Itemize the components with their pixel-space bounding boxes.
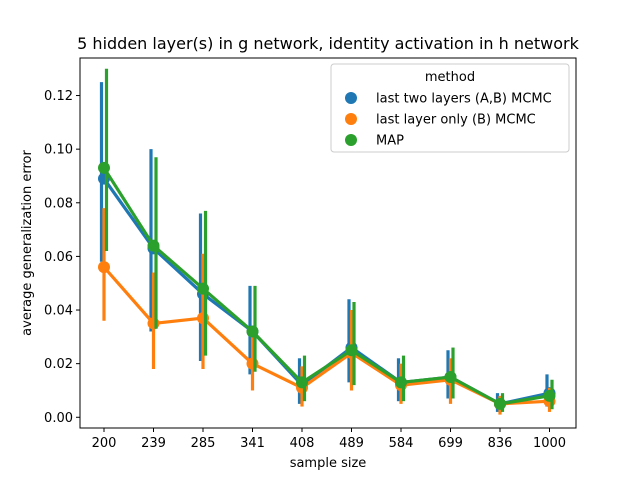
data-point [395, 376, 407, 389]
plot-area [98, 68, 556, 415]
x-axis-label: sample size [290, 456, 367, 471]
legend-label: last two layers (A,B) MCMC [376, 92, 552, 107]
series-line [102, 166, 552, 406]
plot-frame [79, 57, 577, 429]
y-tick-label: 0.02 [44, 357, 73, 372]
data-point [345, 344, 358, 357]
data-point [543, 389, 556, 402]
legend-marker [345, 113, 357, 125]
chart-title: 5 hidden layer(s) in g network, identity… [77, 34, 579, 53]
data-point [246, 357, 259, 370]
x-tick-label: 239 [141, 436, 166, 451]
x-tick-label: 584 [389, 436, 414, 451]
y-tick-label: 0.10 [44, 143, 73, 158]
legend-title: method [425, 70, 475, 85]
data-point [197, 312, 209, 325]
x-tick-label: 200 [92, 436, 117, 451]
data-point [197, 282, 209, 295]
data-point [296, 376, 308, 389]
x-tick-label: 341 [240, 436, 265, 451]
legend-box [330, 63, 570, 153]
y-axis: 0.00 0.02 0.04 0.06 0.08 0.10 0.12 [44, 89, 80, 426]
data-point [147, 239, 160, 252]
y-tick-label: 0.12 [44, 89, 73, 104]
y-tick-label: 0.06 [44, 250, 73, 265]
data-point [494, 397, 506, 410]
x-tick-label: 408 [290, 436, 315, 451]
series-2 [98, 68, 556, 412]
legend-marker [345, 134, 357, 146]
data-point [246, 325, 259, 338]
x-tick-label: 1000 [533, 436, 566, 451]
y-tick-label: 0.04 [44, 304, 73, 319]
data-point [98, 161, 110, 174]
data-point [147, 317, 160, 330]
legend: method last two layers (A,B) MCMC last la… [330, 63, 570, 153]
legend-marker [345, 92, 357, 104]
y-tick-label: 0.00 [44, 411, 73, 426]
data-point [98, 261, 110, 274]
x-tick-label: 699 [438, 436, 463, 451]
data-point [444, 371, 457, 384]
x-tick-label: 285 [191, 436, 216, 451]
x-tick-label: 836 [488, 436, 513, 451]
legend-label: last layer only (B) MCMC [376, 113, 536, 128]
y-tick-label: 0.08 [44, 196, 73, 211]
y-axis-label: average generalization error [20, 150, 35, 336]
legend-entries: last two layers (A,B) MCMC last layer onl… [345, 92, 552, 149]
legend-label: MAP [376, 134, 404, 149]
x-tick-label: 489 [339, 436, 364, 451]
x-axis: 200 239 285 341 408 489 584 699 836 1000 [92, 428, 566, 451]
